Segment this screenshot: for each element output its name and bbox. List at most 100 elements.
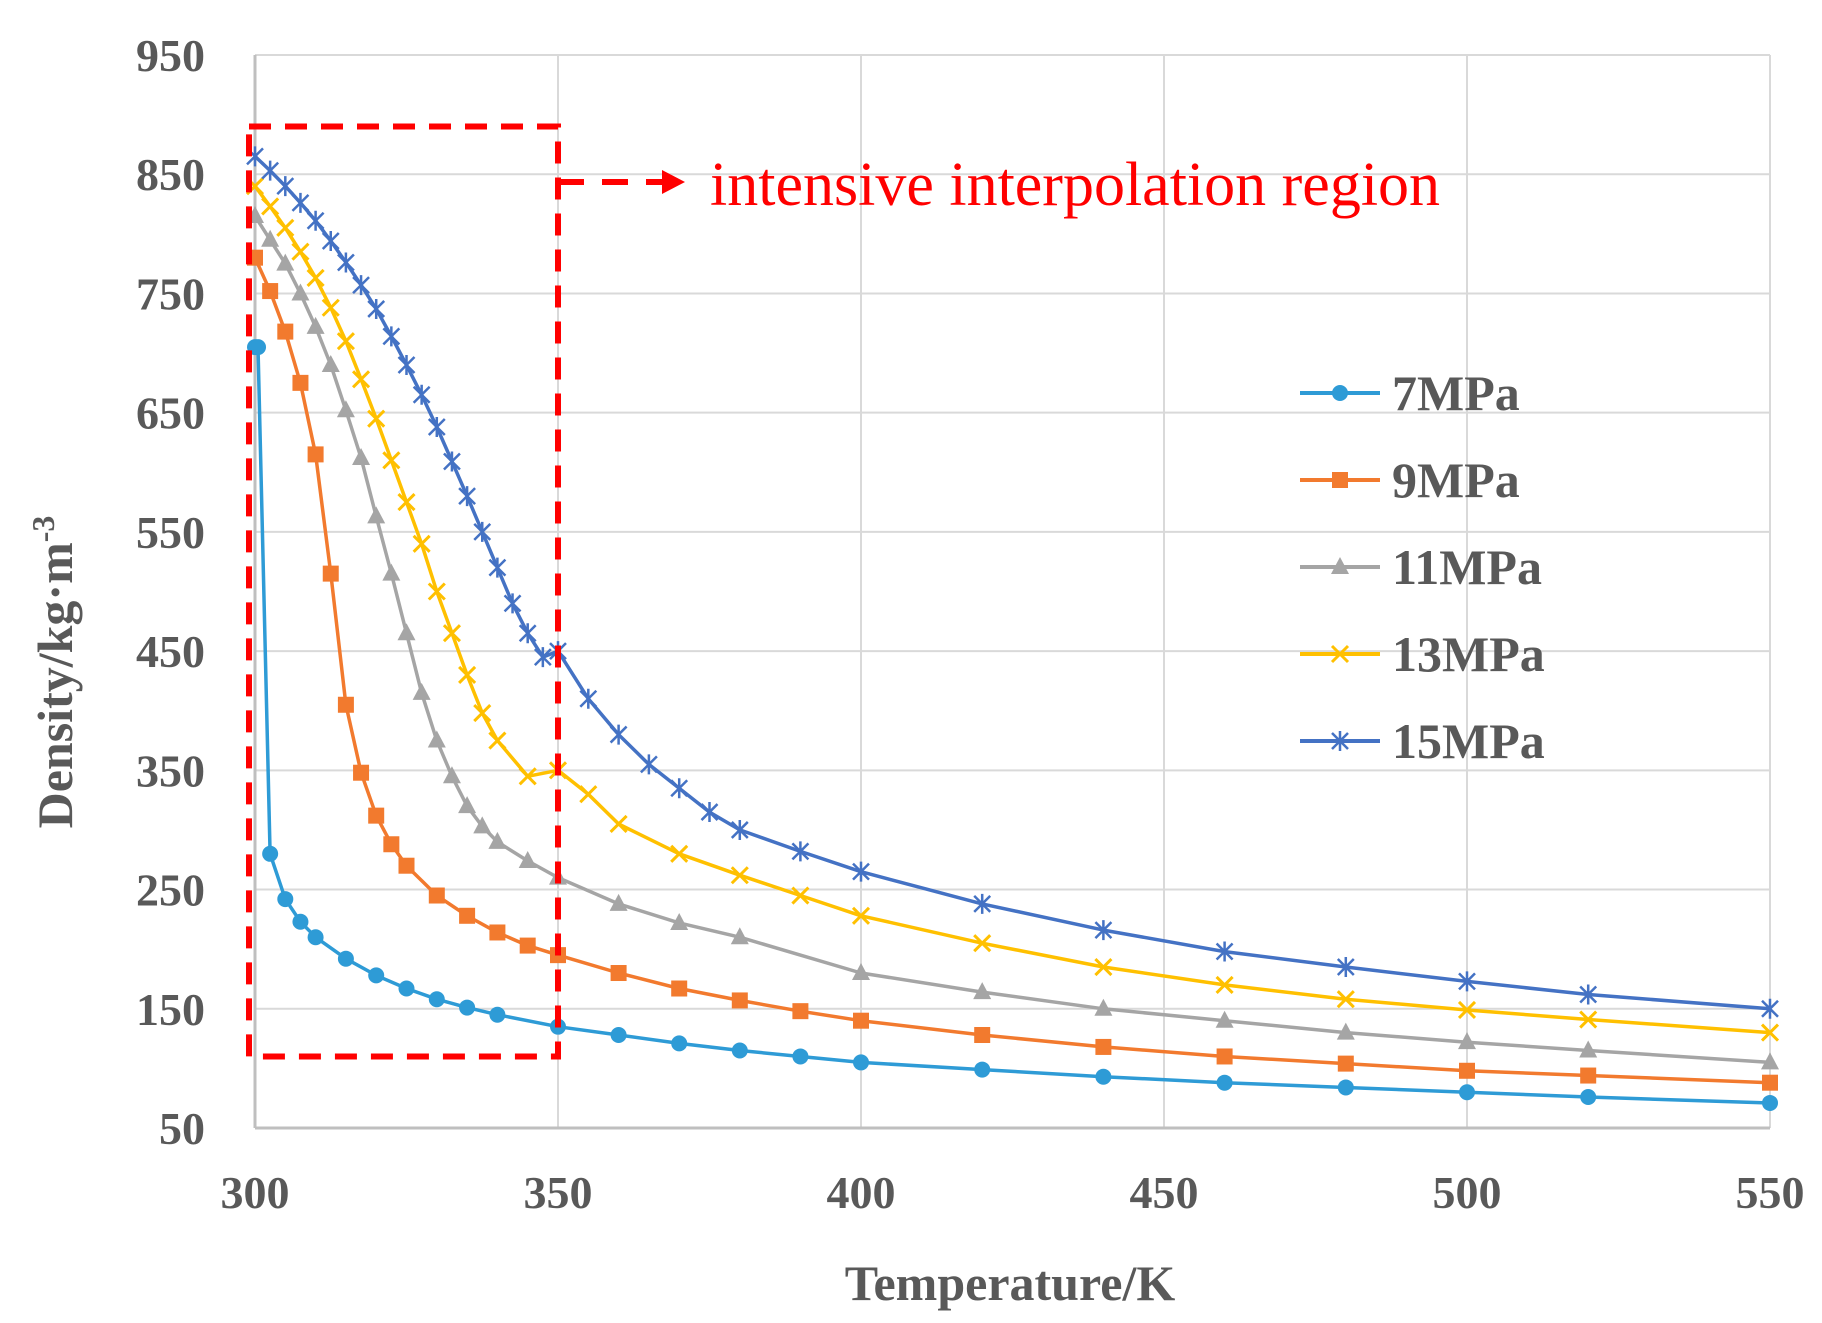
data-point xyxy=(276,176,295,197)
y-tick-labels: 50 150 250 350 450 550 650 750 850 950 xyxy=(136,30,205,1154)
data-point xyxy=(382,451,401,470)
data-point xyxy=(852,861,870,882)
data-point xyxy=(609,893,628,911)
series-line xyxy=(253,185,1771,1035)
data-point xyxy=(1094,920,1113,941)
y-tick-label: 150 xyxy=(136,984,205,1035)
data-point xyxy=(458,486,476,507)
data-point xyxy=(488,731,507,750)
legend-item-15MPa: 15MPa xyxy=(1300,713,1545,769)
data-point xyxy=(518,850,537,868)
data-point xyxy=(307,929,324,946)
data-point xyxy=(518,623,537,644)
y-tick-label: 450 xyxy=(136,626,205,677)
series-15MPa xyxy=(246,146,1779,1019)
data-point xyxy=(792,1048,809,1065)
y-tick-label: 550 xyxy=(136,507,205,558)
data-point xyxy=(291,192,310,213)
data-point xyxy=(292,913,309,930)
data-point xyxy=(473,521,492,542)
data-point xyxy=(277,323,294,340)
data-point xyxy=(519,937,536,954)
series-line xyxy=(253,256,1771,1085)
data-point xyxy=(276,218,295,237)
series-13MPa xyxy=(245,177,1780,1042)
data-point xyxy=(1579,1040,1598,1058)
data-point xyxy=(306,316,325,334)
x-tick-label: 350 xyxy=(524,1167,593,1218)
data-point xyxy=(262,845,279,862)
interpolation-region xyxy=(246,123,685,1060)
legend-label: 7MPa xyxy=(1392,365,1520,421)
data-point xyxy=(489,1006,506,1023)
legend-marker xyxy=(1330,644,1350,664)
data-point xyxy=(321,298,340,317)
data-point xyxy=(974,1061,991,1078)
x-axis-title: Temperature/K xyxy=(845,1255,1176,1311)
data-point xyxy=(412,682,431,700)
data-point xyxy=(1094,998,1113,1016)
data-point xyxy=(427,730,446,748)
data-point xyxy=(1762,1094,1778,1111)
data-point xyxy=(412,384,431,405)
data-point xyxy=(1095,1038,1112,1055)
data-point xyxy=(352,275,370,296)
data-point xyxy=(321,354,340,372)
y-tick-label: 250 xyxy=(136,865,205,916)
data-point xyxy=(533,647,552,668)
data-point xyxy=(1457,1000,1477,1020)
legend-marker xyxy=(1331,557,1349,574)
data-point xyxy=(473,704,492,723)
data-point xyxy=(1336,1022,1355,1040)
y-tick-label: 750 xyxy=(136,268,205,319)
data-point xyxy=(671,980,688,997)
legend-label: 9MPa xyxy=(1392,452,1520,508)
data-point xyxy=(670,844,689,863)
data-point xyxy=(306,268,325,288)
data-point xyxy=(730,927,749,945)
series-11MPa xyxy=(246,205,1779,1070)
data-point xyxy=(397,623,416,641)
data-point xyxy=(473,816,492,834)
data-point xyxy=(459,999,476,1016)
legend-item-9MPa: 9MPa xyxy=(1300,452,1520,508)
x-tick-label: 500 xyxy=(1433,1167,1502,1218)
data-point xyxy=(1337,1079,1354,1096)
data-point xyxy=(973,982,992,1000)
data-point xyxy=(336,400,355,418)
data-point xyxy=(307,446,324,463)
data-point xyxy=(1459,1084,1475,1101)
data-point xyxy=(609,814,628,834)
data-point xyxy=(398,857,415,874)
data-point xyxy=(700,802,719,823)
data-point xyxy=(792,1003,809,1020)
data-point xyxy=(1761,998,1779,1019)
data-point xyxy=(1459,1062,1475,1079)
legend: 7MPa 9MPa 11MPa 13MPa 15MPa xyxy=(1300,365,1545,769)
legend-label: 13MPa xyxy=(1392,626,1545,682)
legend-item-13MPa: 13MPa xyxy=(1300,626,1545,682)
data-point xyxy=(973,893,992,914)
data-point xyxy=(973,934,992,953)
data-point xyxy=(398,980,415,997)
data-point xyxy=(276,253,295,271)
data-point xyxy=(852,963,870,981)
data-point xyxy=(397,493,416,512)
axes xyxy=(253,55,1770,1130)
data-point xyxy=(1215,1010,1234,1028)
legend-marker xyxy=(1331,731,1349,751)
data-point xyxy=(292,374,309,391)
data-point xyxy=(1336,990,1355,1009)
data-point xyxy=(428,887,445,904)
data-point xyxy=(1458,971,1476,992)
legend-marker xyxy=(1332,472,1348,488)
data-point xyxy=(1579,1010,1598,1029)
data-point xyxy=(579,688,598,709)
data-point xyxy=(427,416,446,437)
y-tick-label: 350 xyxy=(136,745,205,796)
data-point xyxy=(730,819,749,840)
data-point xyxy=(427,582,446,601)
data-point xyxy=(731,992,748,1009)
data-point xyxy=(610,1027,627,1044)
